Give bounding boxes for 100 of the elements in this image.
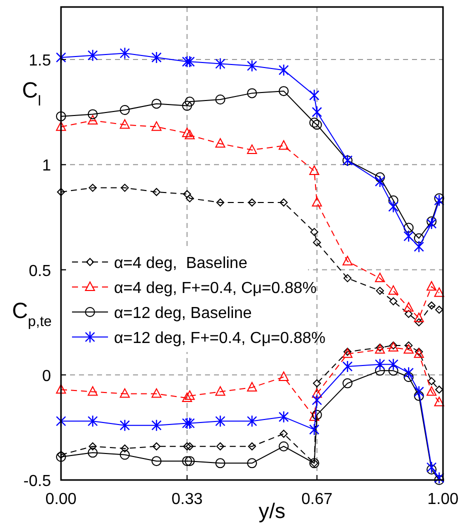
- point: [312, 388, 322, 398]
- point: [414, 386, 424, 398]
- legend-label: α=12 deg, Baseline: [114, 305, 252, 322]
- y-tick-label: -0.5: [23, 473, 52, 490]
- point: [374, 366, 385, 376]
- point: [151, 51, 162, 64]
- point: [216, 198, 224, 207]
- point: [309, 118, 320, 128]
- point: [374, 272, 385, 282]
- point: [344, 274, 352, 282]
- point: [184, 96, 195, 107]
- point: [56, 384, 66, 394]
- point: [186, 194, 194, 202]
- point: [88, 184, 97, 192]
- point: [184, 417, 195, 430]
- point: [152, 188, 160, 196]
- point: [312, 106, 322, 118]
- point: [248, 198, 256, 207]
- point: [312, 120, 322, 130]
- point: [309, 411, 320, 421]
- point: [183, 190, 192, 198]
- point: [404, 344, 414, 354]
- point: [404, 372, 414, 382]
- point: [374, 358, 386, 370]
- point: [88, 448, 98, 458]
- point: [434, 193, 444, 204]
- point: [120, 105, 130, 116]
- point: [404, 230, 414, 242]
- point: [404, 302, 414, 312]
- point: [120, 419, 130, 432]
- legend-label: α=4 deg, Baseline: [114, 255, 248, 272]
- point: [374, 172, 385, 182]
- point: [389, 297, 398, 306]
- point: [182, 392, 192, 402]
- point: [278, 140, 289, 150]
- point: [388, 358, 398, 370]
- point: [278, 371, 289, 381]
- point: [388, 200, 398, 213]
- point: [414, 390, 424, 401]
- point: [388, 366, 398, 376]
- point: [215, 415, 226, 428]
- point: [182, 100, 192, 111]
- point: [278, 86, 289, 96]
- point: [182, 56, 192, 68]
- point: [184, 56, 195, 68]
- point: [152, 456, 162, 466]
- point: [414, 240, 424, 253]
- point: [216, 442, 224, 450]
- point: [312, 379, 321, 388]
- x-axis-title: y/s: [258, 500, 286, 523]
- point: [434, 287, 444, 297]
- point: [278, 410, 289, 424]
- point: [435, 386, 444, 394]
- legend-label: α=12 deg, F+=0.4, Cμ=0.88%: [114, 330, 326, 347]
- point: [248, 442, 256, 450]
- point: [376, 286, 384, 295]
- point: [342, 360, 353, 373]
- point: [312, 197, 322, 207]
- point: [56, 111, 66, 122]
- point: [414, 233, 424, 244]
- point: [120, 184, 129, 192]
- point: [428, 377, 436, 386]
- point: [312, 238, 321, 246]
- point: [342, 378, 352, 388]
- point: [404, 222, 414, 233]
- point: [428, 302, 436, 310]
- y-tick-label: 0.5: [28, 262, 52, 280]
- point: [309, 89, 320, 102]
- point: [215, 458, 226, 468]
- point: [404, 366, 414, 379]
- point: [215, 94, 226, 104]
- point: [182, 128, 192, 138]
- text: C$_{p,te}$: [12, 298, 52, 330]
- x-tick-label: 0.33: [171, 491, 203, 508]
- point: [278, 64, 289, 76]
- y-tick-label: 0: [42, 368, 52, 385]
- point: [247, 88, 257, 98]
- point: [434, 396, 444, 406]
- point: [184, 130, 195, 140]
- point: [88, 49, 98, 62]
- point: [247, 458, 257, 468]
- point: [88, 109, 98, 120]
- point: [56, 121, 66, 131]
- point: [404, 341, 413, 350]
- point: [414, 312, 424, 322]
- point: [426, 216, 437, 226]
- y-tick-label: 1.5: [28, 52, 52, 70]
- point: [186, 442, 194, 450]
- point: [151, 419, 162, 432]
- point: [434, 194, 444, 207]
- point: [152, 442, 160, 450]
- point: [309, 165, 320, 175]
- legend-label: α=4 deg, F+=0.4, Cμ=0.88%: [114, 280, 317, 297]
- point: [426, 217, 437, 230]
- point: [57, 188, 65, 196]
- point: [388, 285, 398, 295]
- point: [88, 415, 98, 428]
- x-tick-label: 0.67: [301, 491, 333, 508]
- point: [56, 452, 66, 462]
- point: [88, 442, 97, 450]
